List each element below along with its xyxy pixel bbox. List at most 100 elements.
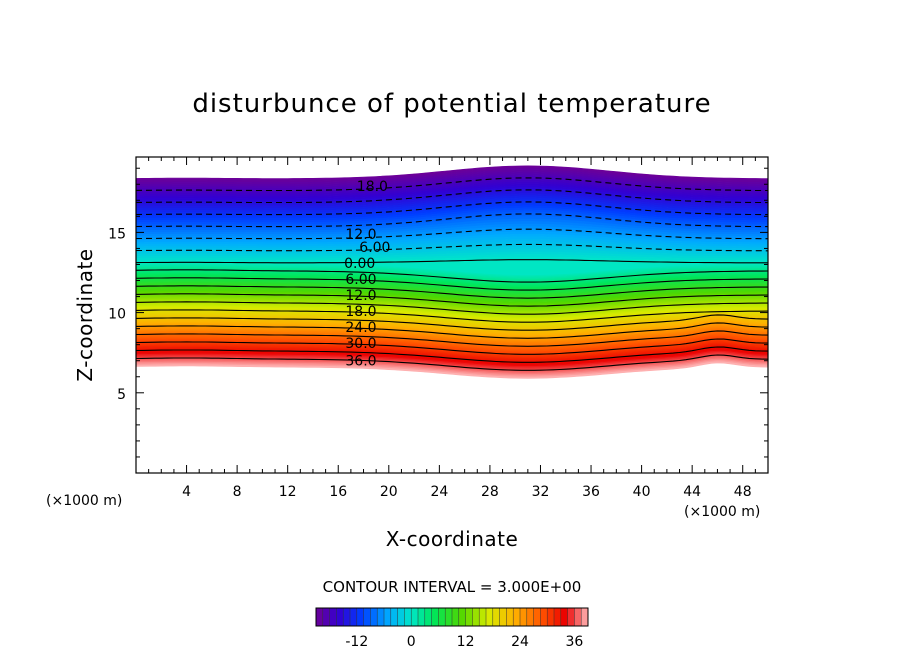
- contour-label: 0.00: [344, 256, 375, 272]
- colorbar-swatch: [329, 608, 337, 626]
- contour-label: 30.0: [345, 336, 376, 352]
- y-tick-label: 5: [117, 387, 126, 403]
- colorbar-swatch: [513, 608, 521, 626]
- colorbar-swatch: [418, 608, 426, 626]
- x-tick-label: 40: [633, 484, 651, 500]
- colorbar-swatch: [370, 608, 378, 626]
- colorbar-swatch: [547, 608, 555, 626]
- colorbar-swatch: [438, 608, 446, 626]
- x-unit-right: (×1000 m): [684, 504, 760, 520]
- colorbar-swatch: [404, 608, 412, 626]
- contour-line: [136, 277, 768, 291]
- x-tick-label: 32: [532, 484, 550, 500]
- contour-line: [136, 259, 768, 264]
- contour-line: [136, 285, 768, 299]
- colorbar-swatch: [336, 608, 344, 626]
- contour-label: 18.0: [357, 179, 388, 195]
- contour-line: [136, 354, 768, 371]
- colorbar-swatch: [574, 608, 582, 626]
- contour-line: [136, 293, 768, 307]
- contour-line: [136, 269, 768, 283]
- colorbar-tick-label: 24: [511, 634, 529, 650]
- colorbar-swatch: [377, 608, 385, 626]
- colorbar-tick-label: 0: [407, 634, 416, 650]
- colorbar-swatch: [533, 608, 541, 626]
- colorbar-swatch: [356, 608, 364, 626]
- colorbar-swatch: [411, 608, 419, 626]
- colorbar-swatch: [465, 608, 473, 626]
- colorbar-swatch: [520, 608, 528, 626]
- contour-label: 12.0: [345, 227, 376, 243]
- filled-contours: [136, 165, 768, 379]
- colorbar-swatch: [343, 608, 351, 626]
- x-tick-label: 28: [481, 484, 499, 500]
- x-tick-label: 36: [582, 484, 600, 500]
- colorbar-frame: [315, 607, 589, 627]
- contour-line: [136, 330, 768, 347]
- contour-line: [136, 243, 768, 252]
- colorbar-tick-labels: -12 0 12 24 36: [345, 634, 583, 650]
- contour-label: 36.0: [345, 354, 376, 370]
- chart-title: disturbunce of potential temperature: [192, 89, 711, 119]
- contour-line: [136, 201, 768, 216]
- contour-line: [136, 314, 768, 331]
- contour-line: [136, 322, 768, 339]
- colorbar-swatch: [424, 608, 432, 626]
- colorbar-swatch: [486, 608, 494, 626]
- colorbar-swatch: [384, 608, 392, 626]
- x-tick-label: 8: [233, 484, 242, 500]
- contour-line: [136, 213, 768, 228]
- colorbar-swatch: [452, 608, 460, 626]
- y-tick-label: 10: [108, 307, 126, 323]
- y-tick-label: 15: [108, 226, 126, 242]
- contour-label: 12.0: [345, 288, 376, 304]
- contour-line: [136, 301, 768, 315]
- x-tick-label: 20: [380, 484, 398, 500]
- colorbar-swatch: [458, 608, 466, 626]
- colorbar-swatch: [322, 608, 330, 626]
- colorbar-swatch: [316, 608, 324, 626]
- axis-ticks: [136, 157, 768, 473]
- colorbar-swatch: [431, 608, 439, 626]
- colorbar-swatch: [350, 608, 358, 626]
- colorbar-swatch: [540, 608, 548, 626]
- colorbar: [315, 607, 589, 627]
- contour-lines: [136, 177, 768, 371]
- contour-line: [136, 177, 768, 192]
- contour-interval-label: CONTOUR INTERVAL = 3.000E+00: [323, 578, 582, 596]
- contour-label: 24.0: [345, 320, 376, 336]
- x-tick-label: 12: [279, 484, 297, 500]
- contour-label: 6.00: [345, 272, 376, 288]
- x-tick-labels: 4 8 12 16 20 24 28 32 36 40 44 48: [182, 484, 752, 500]
- colorbar-tick-label: -12: [345, 634, 368, 650]
- x-tick-label: 16: [329, 484, 347, 500]
- colorbar-swatch: [472, 608, 480, 626]
- colorbar-swatch: [567, 608, 575, 626]
- colorbar-swatch: [581, 608, 589, 626]
- contour-line: [136, 346, 768, 363]
- x-unit-left: (×1000 m): [46, 493, 122, 509]
- colorbar-swatch: [397, 608, 405, 626]
- colorbar-swatch: [560, 608, 568, 626]
- contour-line: [136, 189, 768, 204]
- x-tick-label: 48: [734, 484, 752, 500]
- y-tick-labels: 5 10 15: [108, 226, 126, 402]
- colorbar-swatch: [363, 608, 371, 626]
- colorbar-tick-label: 12: [457, 634, 475, 650]
- colorbar-swatch: [499, 608, 507, 626]
- x-axis-label: X-coordinate: [386, 527, 519, 551]
- contour-label: 6.00: [359, 240, 390, 256]
- contour-line: [136, 338, 768, 355]
- colorbar-swatch: [554, 608, 562, 626]
- colorbar-swatch: [506, 608, 514, 626]
- contour-line: [136, 228, 768, 240]
- colorbar-swatch: [445, 608, 453, 626]
- x-tick-label: 44: [683, 484, 701, 500]
- x-tick-label: 24: [430, 484, 448, 500]
- contour-band: [136, 361, 768, 379]
- contour-label: 18.0: [345, 304, 376, 320]
- colorbar-swatch: [492, 608, 500, 626]
- contour-line: [136, 309, 768, 323]
